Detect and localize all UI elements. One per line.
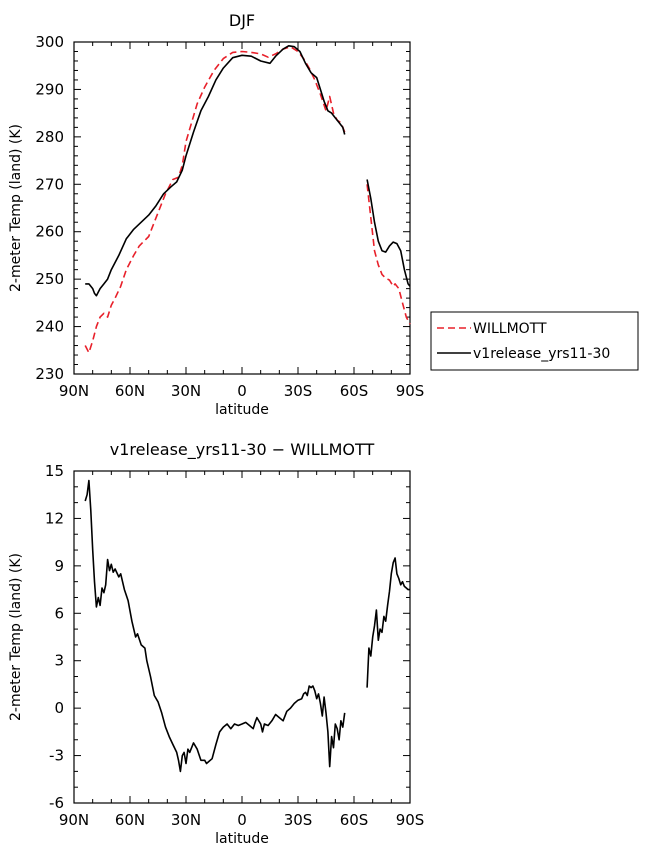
series-line-1-segment-1 <box>366 179 411 287</box>
x-tick-label: 60N <box>115 382 145 400</box>
plot-frame <box>73 41 411 375</box>
chart-panel-0: DJF 90N 60N 30N 0 30S 60S 90S 230 240 250 260 270 280… <box>8 11 639 418</box>
x-tick-label: 90S <box>396 811 425 829</box>
y-tick-label: 3 <box>54 652 64 670</box>
series-line-1-segment-0 <box>85 44 346 297</box>
y-tick-label: 290 <box>35 80 64 98</box>
x-tick-label: 60S <box>340 382 369 400</box>
y-tick-label: 15 <box>45 462 64 480</box>
y-tick-label: 12 <box>45 509 64 527</box>
y-tick-label: 300 <box>35 33 64 51</box>
x-axis-label: latitude <box>215 831 269 847</box>
legend-label: WILLMOTT <box>473 321 547 337</box>
y-tick-label: 6 <box>54 604 64 622</box>
y-tick-label: 260 <box>35 223 64 241</box>
chart-panel-1: v1release_yrs11-30 − WILLMOTT 90N 60N 30N 0 3… <box>8 440 424 847</box>
plot-frame <box>73 470 411 804</box>
y-tick-label: 9 <box>54 557 64 575</box>
x-axis-label: latitude <box>215 402 269 418</box>
x-tick-label: 30N <box>171 382 201 400</box>
legend: WILLMOTT v1release_yrs11-30 <box>430 311 639 371</box>
y-tick-label: -6 <box>49 794 64 812</box>
x-tick-label: 30N <box>171 811 201 829</box>
series-line-0-segment-0 <box>84 479 346 773</box>
x-tick-label: 60N <box>115 811 145 829</box>
y-tick-label: 0 <box>54 699 64 717</box>
x-tick-label: 0 <box>237 382 247 400</box>
x-tick-label: 90N <box>59 811 89 829</box>
y-tick-label: 270 <box>35 175 64 193</box>
y-tick-label: 250 <box>35 270 64 288</box>
legend-label: v1release_yrs11-30 <box>473 346 610 362</box>
x-tick-label: 0 <box>237 811 247 829</box>
x-tick-label: 30S <box>284 811 313 829</box>
x-tick-label: 90S <box>396 382 425 400</box>
chart-title: DJF <box>229 11 255 30</box>
series-line-0-segment-0 <box>84 45 346 354</box>
y-tick-label: 240 <box>35 318 64 336</box>
y-axis-label: 2-meter Temp (land) (K) <box>8 124 24 292</box>
series-line-0-segment-1 <box>366 184 411 325</box>
legend-box <box>430 311 639 371</box>
y-tick-label: 230 <box>35 365 64 383</box>
chart-title: v1release_yrs11-30 − WILLMOTT <box>110 440 375 460</box>
y-tick-label: -3 <box>49 747 64 765</box>
x-tick-label: 90N <box>59 382 89 400</box>
x-tick-label: 60S <box>340 811 369 829</box>
x-tick-label: 30S <box>284 382 313 400</box>
y-axis-label: 2-meter Temp (land) (K) <box>8 553 24 721</box>
y-tick-label: 280 <box>35 128 64 146</box>
series-line-0-segment-1 <box>366 557 410 688</box>
